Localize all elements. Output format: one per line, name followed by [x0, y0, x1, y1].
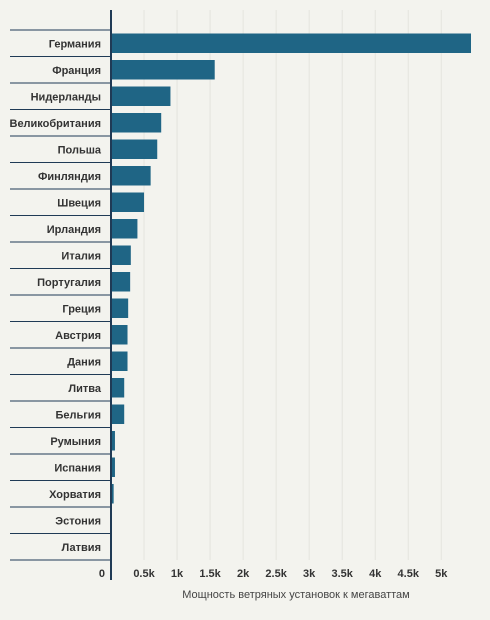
- bar: [111, 351, 128, 371]
- category-label: Нидерланды: [31, 91, 101, 103]
- bar: [111, 139, 158, 159]
- category-label: Ирландия: [47, 224, 101, 236]
- bar: [111, 60, 215, 80]
- category-label: Эстония: [55, 515, 101, 527]
- category-label: Австрия: [55, 330, 101, 342]
- category-label: Румыния: [50, 436, 101, 448]
- x-tick-label: 0.5k: [133, 568, 155, 580]
- category-label: Греция: [62, 303, 101, 315]
- bar: [111, 192, 145, 212]
- grid-lines: [143, 10, 442, 560]
- bar: [111, 431, 115, 451]
- category-label: Италия: [61, 250, 101, 262]
- x-tick-label: 1k: [171, 568, 184, 580]
- category-label: Бельгия: [55, 409, 101, 421]
- category-label: Франция: [52, 65, 101, 77]
- x-tick-label: 4k: [369, 568, 382, 580]
- bar: [111, 219, 138, 239]
- bar: [111, 245, 131, 265]
- x-tick-label: 1.5k: [199, 568, 221, 580]
- category-label: Португалия: [37, 277, 101, 289]
- category-label: Латвия: [62, 542, 101, 554]
- bar: [111, 33, 471, 53]
- bar: [111, 457, 115, 477]
- x-tick-label: 4.5k: [398, 568, 420, 580]
- category-label: Литва: [68, 383, 101, 395]
- x-tick-labels: 0 0.5k 1k 1.5k 2k 2.5k 3k 3.5k 4k 4.5k 5k: [99, 568, 448, 580]
- bar: [111, 113, 162, 133]
- x-tick-label: 2k: [237, 568, 250, 580]
- category-label: Испания: [54, 462, 101, 474]
- bar: [111, 272, 131, 292]
- category-label: Финляндия: [38, 171, 101, 183]
- category-label: Великобритания: [10, 118, 102, 130]
- bar: [111, 484, 114, 504]
- category-separators: [10, 29, 111, 561]
- bar: [111, 86, 171, 106]
- x-tick-label: 5k: [435, 568, 448, 580]
- category-label: Дания: [67, 356, 101, 368]
- x-axis-title: Мощность ветряных установок к мегаваттам: [182, 589, 409, 601]
- category-labels: Германия Франция Нидерланды Великобритания П…: [10, 38, 102, 554]
- bar: [111, 298, 129, 318]
- category-label: Хорватия: [49, 489, 101, 501]
- x-tick-label: 2.5k: [265, 568, 287, 580]
- x-tick-label: 0: [99, 568, 105, 580]
- category-label: Польша: [58, 144, 102, 156]
- x-tick-label: 3k: [303, 568, 316, 580]
- category-label: Швеция: [57, 197, 101, 209]
- bar: [111, 378, 125, 398]
- bar: [111, 325, 128, 345]
- bar: [111, 404, 125, 424]
- x-tick-label: 3.5k: [331, 568, 353, 580]
- bar: [111, 166, 151, 186]
- category-label: Германия: [49, 38, 101, 50]
- bars: [111, 33, 471, 504]
